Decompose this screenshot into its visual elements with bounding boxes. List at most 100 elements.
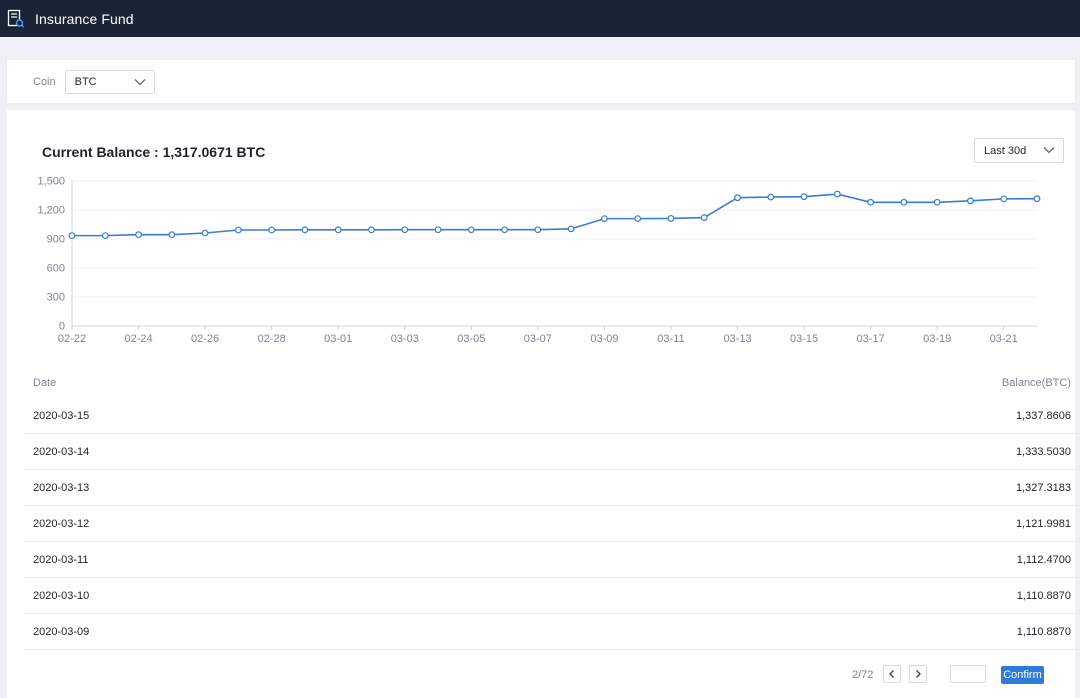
coin-select-value: BTC — [74, 75, 97, 88]
main-panel: Current Balance : 1,317.0671 BTC Last 30… — [7, 110, 1080, 698]
row-date: 2020-03-10 — [33, 589, 90, 602]
data-point — [1033, 195, 1041, 203]
range-select[interactable]: Last 30d — [974, 138, 1064, 163]
x-tick-label: 03-05 — [457, 333, 485, 345]
next-page-button[interactable] — [909, 665, 927, 683]
y-tick-label: 600 — [47, 263, 65, 275]
data-point — [800, 193, 808, 201]
row-balance: 1,110.8870 — [1016, 625, 1071, 638]
data-point — [401, 226, 409, 234]
data-point — [234, 226, 242, 234]
coin-label: Coin — [33, 75, 56, 88]
balance-table: Date Balance(BTC) 2020-03-15 1,337.8606 … — [24, 368, 1080, 650]
row-balance: 1,333.5030 — [1015, 445, 1071, 458]
row-balance: 1,337.8606 — [1015, 409, 1071, 422]
row-balance: 1,112.4700 — [1016, 553, 1071, 566]
table-row: 2020-03-15 1,337.8606 — [24, 398, 1080, 434]
x-tick-label: 03-03 — [391, 333, 419, 345]
data-point — [334, 226, 342, 234]
x-tick-label: 03-19 — [923, 333, 951, 345]
chevron-down-icon — [134, 77, 146, 87]
page-number-input[interactable] — [950, 665, 986, 683]
row-date: 2020-03-12 — [33, 517, 90, 530]
row-date: 2020-03-14 — [33, 445, 90, 458]
prev-page-button[interactable] — [883, 665, 901, 683]
data-point — [933, 198, 941, 206]
data-point — [534, 226, 542, 234]
series-line — [72, 193, 1038, 237]
chevron-right-icon — [916, 670, 921, 678]
data-point — [567, 225, 575, 233]
x-tick-label: 02-26 — [191, 333, 219, 345]
table-row: 2020-03-13 1,327.3183 — [24, 470, 1080, 506]
data-point — [301, 226, 309, 234]
pagination: 2/72 Confirm — [775, 665, 1075, 687]
data-point — [601, 215, 608, 223]
data-point — [101, 232, 109, 240]
row-balance: 1,327.3183 — [1015, 481, 1071, 494]
x-tick-label: 02-28 — [258, 333, 286, 345]
table-row: 2020-03-14 1,333.5030 — [24, 434, 1080, 470]
y-tick-label: 0 — [59, 321, 65, 333]
y-tick-label: 300 — [47, 292, 65, 304]
data-point — [900, 198, 908, 206]
page-indicator: 2/72 — [852, 669, 874, 681]
x-tick-label: 03-07 — [524, 333, 552, 345]
chevron-left-icon — [889, 670, 894, 678]
y-tick-label: 900 — [47, 234, 65, 246]
data-point — [135, 231, 142, 239]
x-tick-label: 02-24 — [124, 333, 152, 345]
top-bar: Insurance Fund — [0, 0, 1080, 37]
x-axis: 02-22 02-24 02-26 02-28 03-01 03-03 03-05 03-07… — [58, 325, 1037, 345]
data-point — [867, 198, 875, 206]
row-balance: 1,121.9981 — [1015, 517, 1071, 530]
x-tick-label: 03-01 — [324, 333, 352, 345]
insurance-fund-icon — [7, 9, 25, 29]
chevron-down-icon — [1043, 145, 1055, 155]
data-point — [368, 226, 375, 234]
data-point — [634, 215, 642, 223]
data-point — [68, 232, 76, 240]
table-row: 2020-03-12 1,121.9981 — [24, 506, 1080, 542]
row-balance: 1,110.8870 — [1016, 589, 1071, 602]
data-point — [168, 231, 176, 239]
coin-select[interactable]: BTC — [64, 69, 155, 94]
data-point — [1000, 195, 1008, 203]
y-tick-label: 1,500 — [37, 176, 65, 188]
x-tick-label: 03-13 — [723, 333, 751, 345]
y-axis: 0 300 600 900 1,200 1,500 — [37, 176, 73, 333]
x-tick-label: 02-22 — [58, 333, 86, 345]
current-balance: Current Balance : 1,317.0671 BTC — [42, 144, 266, 160]
confirm-button[interactable]: Confirm — [1001, 666, 1044, 684]
row-date: 2020-03-09 — [33, 625, 90, 638]
app-title: Insurance Fund — [35, 10, 134, 27]
balance-series — [68, 190, 1041, 240]
x-tick-label: 03-09 — [590, 333, 618, 345]
data-point — [767, 193, 775, 201]
column-date: Date — [33, 377, 57, 389]
table-row: 2020-03-11 1,112.4700 — [24, 542, 1080, 578]
data-point — [268, 226, 276, 234]
data-point — [833, 190, 841, 198]
x-tick-label: 03-15 — [790, 333, 818, 345]
filter-bar: Coin BTC — [7, 60, 1075, 103]
x-tick-label: 03-17 — [857, 333, 885, 345]
data-point — [467, 226, 475, 234]
data-point — [967, 197, 974, 205]
table-row: 2020-03-09 1,110.8870 — [24, 614, 1080, 650]
range-select-value: Last 30d — [984, 144, 1027, 157]
row-date: 2020-03-11 — [33, 553, 89, 566]
data-point — [501, 226, 508, 234]
data-point — [734, 194, 741, 202]
row-date: 2020-03-13 — [33, 481, 90, 494]
data-point — [667, 215, 675, 222]
data-point — [434, 226, 442, 234]
row-date: 2020-03-15 — [33, 409, 90, 422]
data-point — [201, 229, 209, 237]
x-tick-label: 03-21 — [990, 333, 1018, 345]
data-point — [700, 214, 708, 221]
table-header: Date Balance(BTC) — [24, 368, 1080, 398]
table-row: 2020-03-10 1,110.8870 — [24, 578, 1080, 614]
x-tick-label: 03-11 — [657, 333, 684, 345]
